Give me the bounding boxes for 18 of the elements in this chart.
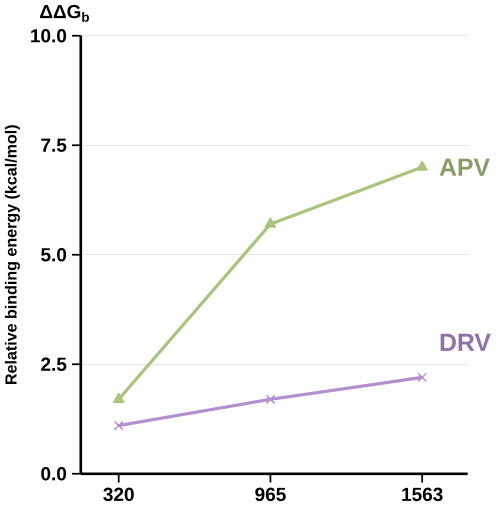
x-tick-label: 320 [103,488,134,502]
y-tick-label: 0.0 [41,467,66,480]
point [417,372,428,382]
y-tick-label: 5.0 [41,248,66,262]
x-tick-label: 1563 [402,488,443,502]
y-tick-label: 7.5 [41,138,66,152]
series-label: APV [440,158,490,176]
y-tick-label: 10.0 [31,29,66,42]
point [264,218,276,228]
point [416,160,428,171]
chart-title: ΔΔG$_{b}$ [40,4,90,22]
y-axis-title: Relative binding energy (kcal/mol) [4,125,20,384]
y-tick-label: 2.5 [41,358,66,371]
x-tick-label: 965 [255,488,286,502]
series-label: DRV [440,334,491,351]
point [266,394,276,404]
point [113,392,125,403]
point [114,420,124,430]
